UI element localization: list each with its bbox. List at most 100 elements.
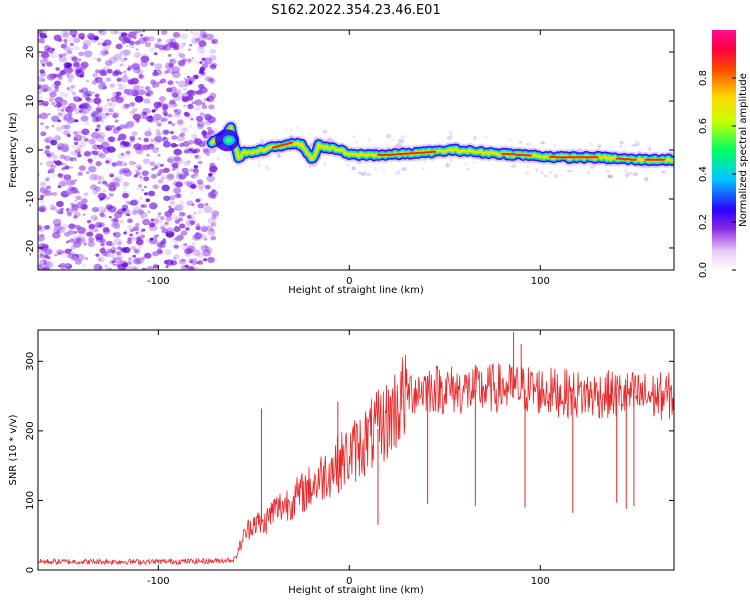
noise-point: [39, 244, 49, 252]
noise-point: [39, 69, 45, 74]
noise-point: [58, 53, 64, 58]
noise-point: [367, 138, 372, 142]
noise-point: [78, 231, 88, 239]
snr-y-tick-label: 200: [25, 421, 36, 440]
noise-point: [183, 87, 188, 91]
noise-point: [147, 210, 151, 213]
noise-point: [171, 135, 178, 141]
noise-point: [173, 155, 181, 162]
noise-point: [203, 148, 210, 155]
noise-point: [111, 260, 116, 264]
noise-point: [99, 69, 106, 74]
noise-point: [96, 108, 103, 114]
noise-point: [153, 138, 162, 145]
noise-point: [108, 136, 116, 143]
noise-point: [56, 107, 63, 112]
noise-point: [632, 172, 639, 177]
noise-point: [117, 138, 121, 141]
noise-point: [195, 198, 201, 203]
noise-point: [155, 128, 161, 133]
noise-point: [97, 103, 100, 106]
noise-point: [64, 163, 67, 166]
noise-point: [82, 102, 92, 110]
noise-point: [188, 81, 192, 85]
noise-point: [123, 37, 130, 42]
noise-point: [161, 184, 170, 192]
noise-point: [80, 142, 87, 148]
noise-point: [195, 232, 200, 236]
noise-point: [201, 131, 208, 136]
noise-point: [198, 224, 208, 232]
noise-point: [174, 182, 182, 188]
noise-point: [150, 173, 157, 179]
noise-point: [142, 107, 151, 115]
noise-point: [173, 187, 182, 194]
noise-point: [93, 156, 96, 159]
noise-point: [149, 222, 156, 228]
noise-point: [126, 44, 129, 47]
noise-point: [117, 246, 122, 250]
noise-point: [103, 207, 109, 213]
noise-point: [62, 93, 69, 98]
noise-point: [83, 243, 87, 246]
noise-point: [178, 211, 185, 217]
noise-point: [156, 147, 159, 150]
noise-point: [47, 113, 51, 116]
noise-point: [95, 69, 100, 74]
noise-point: [117, 88, 120, 91]
noise-point: [123, 163, 128, 166]
noise-point: [45, 125, 50, 129]
noise-point: [139, 197, 143, 200]
noise-point: [605, 170, 611, 173]
noise-point: [55, 208, 62, 214]
noise-point: [154, 107, 159, 111]
noise-point: [170, 142, 177, 148]
noise-point: [205, 246, 213, 253]
noise-point: [187, 160, 192, 164]
noise-point: [105, 112, 110, 116]
noise-point: [129, 44, 135, 49]
noise-point: [50, 139, 58, 146]
noise-point: [174, 207, 178, 210]
noise-point: [63, 39, 68, 43]
noise-point: [89, 138, 97, 145]
noise-point: [63, 156, 67, 160]
noise-point: [113, 182, 120, 188]
noise-point: [120, 247, 127, 253]
noise-point: [69, 238, 75, 243]
noise-point: [181, 58, 187, 63]
noise-point: [54, 253, 58, 257]
noise-point: [53, 105, 57, 108]
noise-point: [140, 55, 150, 63]
noise-point: [61, 250, 66, 254]
noise-point: [146, 92, 151, 97]
noise-point: [99, 238, 107, 244]
noise-point: [398, 138, 405, 144]
noise-point: [77, 226, 86, 234]
noise-point: [175, 144, 179, 147]
noise-point: [167, 158, 174, 164]
noise-point: [185, 227, 190, 231]
colorbar-tick-label: 0.8: [698, 70, 709, 86]
noise-point: [207, 129, 215, 135]
noise-point: [44, 45, 51, 51]
noise-point: [136, 236, 142, 241]
noise-point: [38, 224, 43, 231]
noise-point: [167, 80, 174, 86]
noise-point: [345, 163, 350, 167]
noise-point: [163, 222, 168, 227]
noise-point: [80, 115, 89, 122]
noise-point: [48, 96, 56, 102]
noise-point: [137, 244, 143, 249]
noise-point: [106, 68, 113, 74]
noise-point: [72, 235, 77, 239]
noise-point: [105, 183, 111, 188]
noise-point: [183, 77, 187, 80]
noise-point: [153, 69, 157, 72]
noise-point: [141, 189, 144, 192]
noise-point: [175, 81, 179, 84]
noise-point: [76, 201, 85, 209]
noise-point: [115, 262, 122, 268]
noise-point: [55, 249, 63, 255]
noise-point: [102, 228, 111, 235]
